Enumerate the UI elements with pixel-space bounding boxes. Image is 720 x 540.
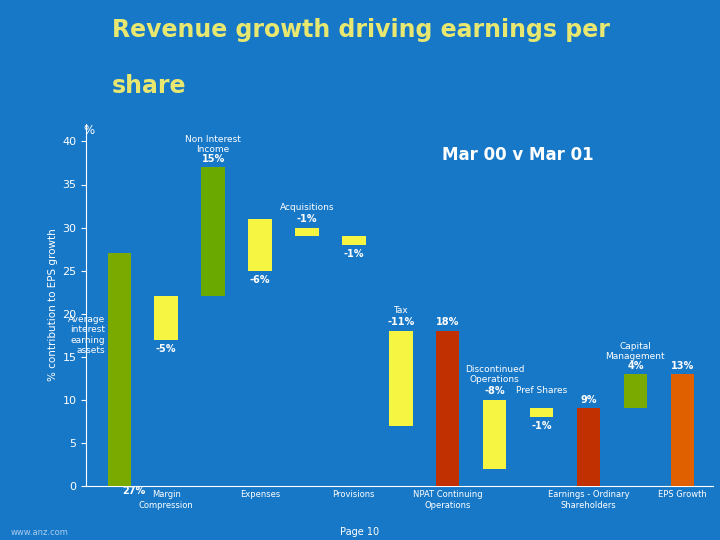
Text: Mar 00 v Mar 01: Mar 00 v Mar 01 xyxy=(442,146,594,164)
Text: 18%: 18% xyxy=(436,318,459,327)
Text: -1%: -1% xyxy=(297,214,318,224)
Bar xyxy=(248,219,271,271)
Text: Non Interest
Income: Non Interest Income xyxy=(185,135,241,154)
Bar xyxy=(670,374,694,486)
Bar xyxy=(624,374,647,408)
Text: -6%: -6% xyxy=(250,275,270,285)
Text: share: share xyxy=(112,73,186,98)
Text: Pref Shares: Pref Shares xyxy=(516,386,567,395)
Text: -1%: -1% xyxy=(343,249,364,259)
Text: 4%: 4% xyxy=(627,361,644,370)
Text: Average
interest
earning
assets: Average interest earning assets xyxy=(68,315,105,355)
Text: Tax: Tax xyxy=(393,306,408,315)
Text: Page 10: Page 10 xyxy=(341,527,379,537)
Bar xyxy=(577,408,600,486)
Bar xyxy=(295,227,319,236)
Bar xyxy=(530,408,553,417)
Text: 15%: 15% xyxy=(202,154,225,164)
Text: -1%: -1% xyxy=(531,421,552,431)
Bar xyxy=(154,296,178,340)
Bar xyxy=(107,253,131,486)
Y-axis label: % contribution to EPS growth: % contribution to EPS growth xyxy=(48,229,58,381)
Text: Discontinued
Operations: Discontinued Operations xyxy=(465,365,524,384)
Bar xyxy=(202,167,225,296)
Text: -8%: -8% xyxy=(485,387,505,396)
Text: Revenue growth driving earnings per: Revenue growth driving earnings per xyxy=(112,18,609,42)
Bar xyxy=(389,331,413,426)
Text: Capital
Management: Capital Management xyxy=(606,342,665,361)
Bar xyxy=(342,236,366,245)
Text: 13%: 13% xyxy=(670,361,694,370)
Text: www.anz.com: www.anz.com xyxy=(11,528,68,537)
Text: Acquisitions: Acquisitions xyxy=(279,203,334,212)
Text: 27%: 27% xyxy=(122,486,146,496)
Bar xyxy=(483,400,506,469)
Text: -11%: -11% xyxy=(387,318,415,327)
Text: %: % xyxy=(84,124,94,137)
Bar xyxy=(436,331,459,486)
Text: 9%: 9% xyxy=(580,395,597,405)
Text: -5%: -5% xyxy=(156,344,176,354)
